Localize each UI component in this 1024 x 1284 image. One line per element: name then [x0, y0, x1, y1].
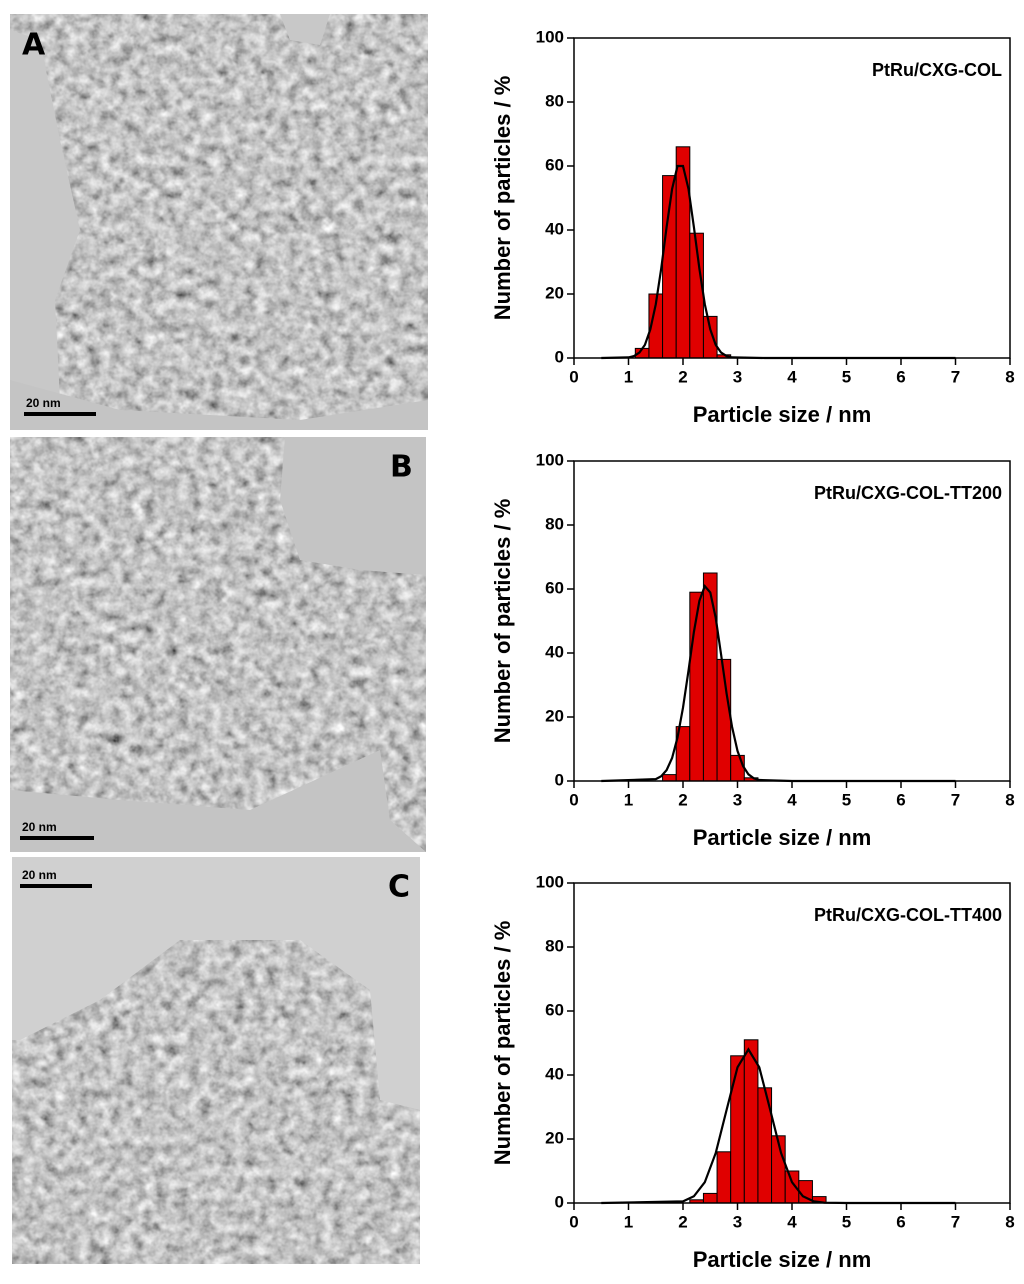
y-tick-label: 20: [545, 1128, 564, 1147]
bar: [702, 572, 718, 782]
x-tick-label: 4: [787, 1212, 797, 1231]
scale-bar-label: 20 nm: [26, 396, 61, 410]
y-tick-label: 0: [555, 347, 564, 366]
plot-frame: [573, 460, 1011, 782]
x-tick-label: 5: [842, 790, 851, 809]
x-tick-label: 8: [1005, 1212, 1014, 1231]
y-tick-label: 100: [536, 872, 564, 891]
x-tick-label: 7: [951, 1212, 960, 1231]
x-tick-label: 7: [951, 367, 960, 386]
y-tick-label: 100: [536, 450, 564, 469]
y-tick-label: 80: [545, 514, 564, 533]
plot-frame: [573, 37, 1011, 359]
y-tick-label: 40: [545, 642, 564, 661]
scale-bar-label: 20 nm: [22, 868, 57, 882]
y-tick-label: 40: [545, 219, 564, 238]
x-tick-label: 4: [787, 367, 797, 386]
x-tick-label: 4: [787, 790, 797, 809]
bar: [702, 315, 718, 359]
y-axis-label: Number of particles / %: [490, 499, 515, 744]
y-tick-label: 60: [545, 155, 564, 174]
x-tick-label: 6: [896, 1212, 905, 1231]
y-tick-label: 0: [555, 1192, 564, 1211]
bar: [702, 1192, 718, 1204]
annotation: PtRu/CXG-COL: [872, 60, 1002, 80]
bar: [743, 1039, 759, 1204]
x-tick-label: 6: [896, 790, 905, 809]
x-tick-label: 8: [1005, 367, 1014, 386]
x-tick-label: 6: [896, 367, 905, 386]
fit-curve: [601, 1047, 956, 1205]
x-axis-label: Particle size / nm: [693, 402, 872, 427]
y-tick-label: 80: [545, 936, 564, 955]
x-tick-label: 1: [624, 367, 633, 386]
x-tick-label: 1: [624, 1212, 633, 1231]
x-tick-label: 5: [842, 1212, 851, 1231]
fit-curve: [601, 583, 956, 783]
plot-frame: [573, 882, 1011, 1204]
annotation: PtRu/CXG-COL-TT200: [814, 483, 1002, 503]
tem-image: 20 nm A: [10, 14, 428, 430]
y-axis-label: Number of particles / %: [490, 921, 515, 1166]
bar: [730, 1055, 745, 1204]
fit-curve: [601, 164, 956, 360]
y-tick-label: 80: [545, 91, 564, 110]
x-tick-label: 0: [569, 1212, 578, 1231]
tem-image: 20 nm B: [10, 437, 426, 852]
x-axis-label: Particle size / nm: [693, 1247, 872, 1272]
bar: [730, 754, 745, 782]
x-tick-label: 7: [951, 790, 960, 809]
x-tick-label: 0: [569, 367, 578, 386]
x-tick-label: 3: [733, 1212, 742, 1231]
bar: [675, 146, 691, 359]
y-tick-label: 0: [555, 770, 564, 789]
y-tick-label: 100: [536, 27, 564, 46]
bar: [716, 1151, 732, 1204]
panel-label: B: [390, 450, 413, 485]
y-tick-label: 60: [545, 578, 564, 597]
x-tick-label: 2: [678, 1212, 687, 1231]
x-tick-label: 2: [678, 367, 687, 386]
x-tick-label: 0: [569, 790, 578, 809]
bar: [662, 774, 677, 782]
annotation: PtRu/CXG-COL-TT400: [814, 905, 1002, 925]
panel-label: A: [22, 28, 46, 63]
x-axis-label: Particle size / nm: [693, 825, 872, 850]
x-tick-label: 3: [733, 790, 742, 809]
scale-bar-label: 20 nm: [22, 820, 57, 834]
y-tick-label: 60: [545, 1000, 564, 1019]
panel-label: C: [388, 870, 410, 905]
x-tick-label: 2: [678, 790, 687, 809]
x-tick-label: 8: [1005, 790, 1014, 809]
x-tick-label: 5: [842, 367, 851, 386]
y-tick-label: 20: [545, 706, 564, 725]
y-tick-label: 40: [545, 1064, 564, 1083]
y-axis-label: Number of particles / %: [490, 76, 515, 321]
x-tick-label: 1: [624, 790, 633, 809]
y-tick-label: 20: [545, 283, 564, 302]
x-tick-label: 3: [733, 367, 742, 386]
tem-image: 20 nm C: [12, 857, 420, 1264]
